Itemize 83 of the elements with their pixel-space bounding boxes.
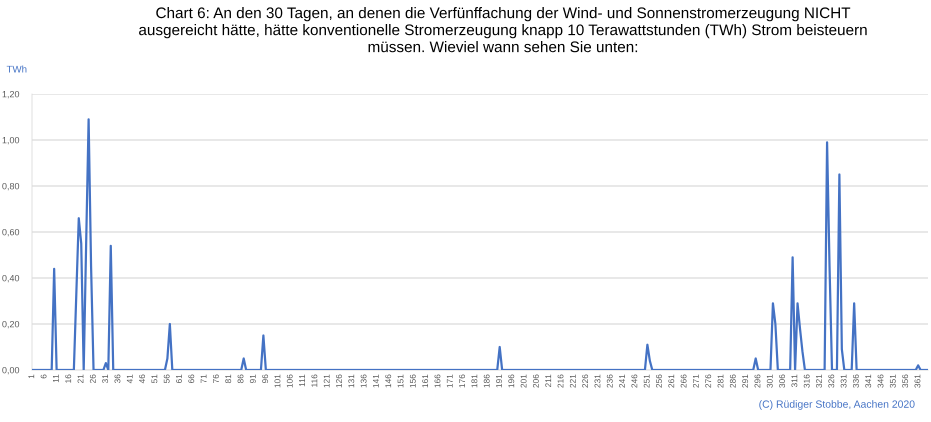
x-tick-label: 126: [336, 374, 342, 388]
x-tick-label: 256: [656, 374, 662, 388]
x-tick-label: 66: [188, 374, 194, 384]
x-tick-label: 166: [434, 374, 440, 388]
x-tick-label: 16: [65, 374, 72, 383]
y-tick-label: 0,00: [2, 366, 20, 374]
x-tick-label: 21: [78, 374, 84, 384]
y-tick-label: 0,60: [2, 228, 20, 236]
x-tick-label: 226: [582, 374, 588, 388]
x-tick-label: 176: [459, 374, 466, 388]
x-tick-label: 361: [914, 374, 920, 388]
x-tick-label: 6: [40, 374, 47, 378]
x-tick-label: 201: [520, 374, 527, 388]
x-tick-label: 301: [766, 374, 773, 388]
x-tick-label: 56: [164, 374, 170, 384]
x-tick-label: 326: [828, 374, 834, 388]
x-tick-label: 171: [446, 374, 453, 388]
x-tick-label: 291: [742, 374, 748, 388]
x-tick-label: 136: [360, 374, 367, 388]
y-tick-label: 0,40: [2, 274, 20, 282]
x-tick-label: 286: [730, 374, 736, 388]
x-tick-label: 86: [238, 374, 244, 384]
x-tick-label: 181: [471, 374, 478, 388]
x-tick-label: 1: [28, 374, 34, 378]
x-tick-label: 211: [545, 374, 552, 388]
x-tick-label: 116: [311, 374, 318, 387]
x-tick-label: 336: [852, 374, 859, 388]
x-tick-label: 101: [274, 374, 280, 388]
x-tick-label: 11: [53, 374, 59, 382]
x-tick-label: 161: [422, 374, 428, 388]
x-tick-label: 91: [250, 374, 256, 384]
x-tick-label: 236: [606, 374, 613, 388]
x-tick-label: 36: [114, 374, 120, 384]
text: (C) Rüdiger Stobbe, Aachen 2020: [759, 400, 915, 410]
x-tick-label: 321: [816, 374, 822, 388]
x-tick-label: 306: [779, 374, 786, 388]
chart-title: Chart 6: An den 30 Tagen, an denen die Verfünffachung der Wind- und Sonnenstromerzeugung NICHT ausgereicht hätte, hätte konventionelle Stromerzeugung knapp 10 Terawattstunden (TWh) Strom beisteuern müssen. Wieviel wann sehen Sie unten:: [139, 7, 867, 52]
x-tick-label: 61: [176, 374, 182, 384]
x-tick-label: 271: [692, 374, 699, 388]
x-tick-label: 356: [902, 374, 908, 388]
y-tick-label: 1,00: [2, 136, 20, 144]
x-tick-label: 311: [791, 374, 798, 388]
y-tick-label: 0,20: [2, 320, 20, 328]
x-tick-label: 276: [705, 374, 712, 388]
x-tick-label: 31: [102, 374, 108, 384]
x-tick-label: 146: [385, 374, 392, 388]
x-tick-label: 156: [410, 374, 416, 388]
x-tick-label: 346: [878, 374, 884, 388]
x-tick-label: 261: [668, 374, 674, 388]
x-tick-label: 131: [348, 374, 354, 388]
x-tick-label: 51: [152, 374, 158, 384]
x-tick-label: 296: [754, 374, 760, 388]
x-tick-label: 26: [90, 374, 96, 384]
x-tick-label: 41: [126, 374, 133, 384]
x-tick-label: 316: [804, 374, 810, 388]
x-tick-label: 191: [496, 374, 502, 388]
x-tick-label: 341: [865, 374, 872, 388]
x-tick-label: 106: [286, 374, 293, 388]
y-axis-title: TWh: [6, 65, 26, 72]
x-tick-label: 351: [890, 374, 896, 388]
x-tick-label: 246: [631, 374, 638, 388]
x-tick-label: 121: [324, 374, 330, 388]
x-tick-label: 71: [200, 374, 206, 384]
x-tick-label: 96: [262, 374, 268, 384]
x-tick-label: 266: [680, 374, 687, 388]
x-tick-label: 331: [840, 374, 847, 388]
x-tick-label: 81: [225, 374, 232, 384]
x-tick-label: 281: [718, 374, 724, 388]
x-tick-label: 111: [299, 374, 305, 386]
x-tick-label: 231: [594, 374, 600, 388]
x-tick-label: 196: [508, 374, 514, 388]
y-tick-label: 1,20: [2, 90, 20, 98]
x-tick-label: 46: [139, 374, 146, 384]
y-tick-label: 0,80: [2, 182, 20, 190]
x-tick-label: 76: [212, 374, 219, 384]
x-tick-label: 206: [532, 374, 539, 388]
x-tick-label: 251: [644, 374, 650, 388]
x-tick-label: 186: [484, 374, 490, 388]
x-tick-label: 141: [373, 374, 379, 388]
x-tick-label: 216: [558, 374, 564, 388]
x-tick-label: 241: [619, 374, 625, 388]
x-tick-label: 221: [570, 374, 576, 388]
x-tick-label: 151: [398, 374, 404, 388]
